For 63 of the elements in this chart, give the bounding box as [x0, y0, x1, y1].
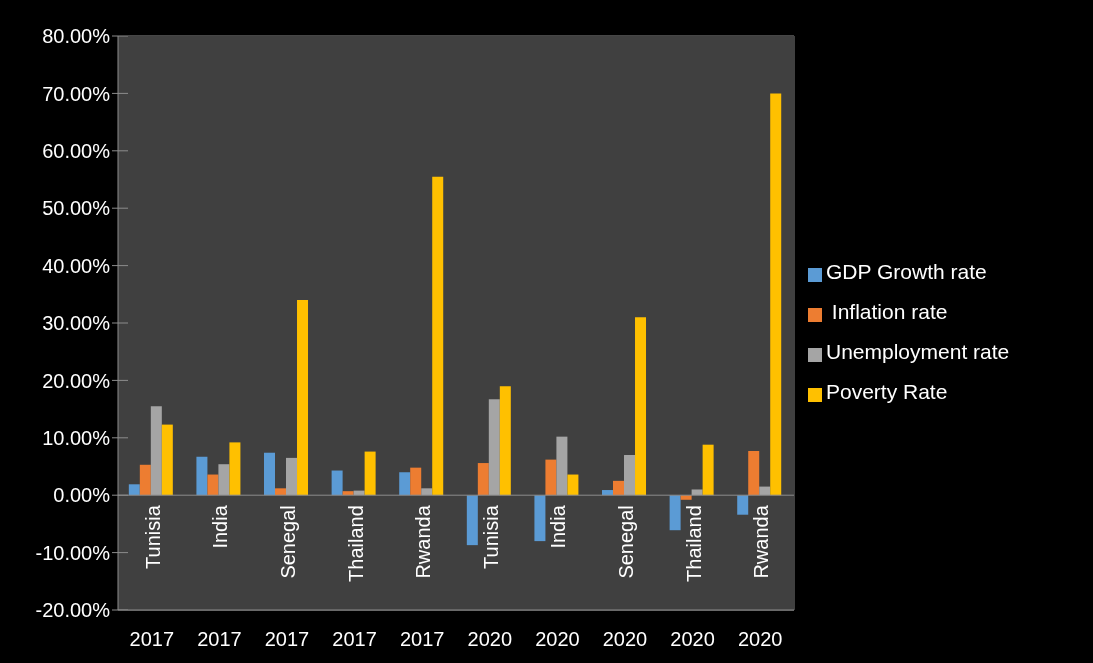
y-tick-label: -20.00%: [35, 599, 111, 622]
bar: [499, 386, 511, 496]
bar: [534, 495, 546, 542]
bar: [432, 176, 444, 496]
y-tick-label: 80.00%: [42, 25, 111, 48]
bar: [364, 451, 376, 496]
category-label: India 2017: [197, 505, 242, 650]
y-tick-label: 50.00%: [42, 197, 111, 220]
bar: [264, 452, 276, 496]
category-label: Senegal 2017: [264, 505, 310, 650]
bar: [286, 457, 298, 496]
bar: [139, 464, 151, 496]
bar: [488, 399, 500, 496]
bar: [602, 490, 614, 496]
y-tick-label: 60.00%: [42, 139, 111, 162]
bar: [218, 464, 230, 496]
legend-label: Poverty Rate: [826, 379, 948, 403]
y-tick-label: 20.00%: [42, 369, 111, 392]
y-tick-label: 70.00%: [42, 82, 111, 105]
category-label: Rwanda 2017: [399, 505, 445, 650]
bar: [556, 436, 568, 496]
category-label: Thailand 2017: [332, 505, 377, 650]
category-label: Tunisia 2017: [129, 505, 175, 650]
bar: [669, 495, 681, 531]
bar: [297, 300, 309, 496]
bar: [275, 488, 287, 496]
category-label: India 2020: [535, 505, 580, 650]
bar: [748, 451, 760, 496]
bar: [128, 484, 140, 496]
category-label: Rwanda 2020: [737, 505, 783, 650]
bar: [567, 474, 579, 496]
category-label: Thailand 2020: [670, 505, 715, 650]
bar: [229, 442, 241, 496]
bar: [737, 495, 749, 515]
bar: [207, 474, 219, 496]
bar: [410, 467, 422, 496]
bar: [150, 406, 162, 496]
y-tick-label: -10.00%: [35, 541, 111, 564]
bar: [759, 486, 771, 496]
y-tick-label: 40.00%: [42, 254, 111, 277]
bar: [770, 93, 782, 496]
legend-label: GDP Growth rate: [826, 259, 987, 283]
bar: [421, 488, 433, 496]
category-label: Tunisia 2020: [467, 505, 513, 650]
bar: [331, 470, 343, 496]
bar: [466, 495, 478, 546]
bar: [399, 472, 411, 496]
bar: [635, 317, 647, 496]
bar: [161, 424, 173, 496]
legend-label: Inflation rate: [830, 299, 948, 323]
y-tick-label: 0.00%: [53, 484, 111, 507]
bar: [613, 480, 625, 496]
bar: [624, 455, 636, 496]
bar: [196, 456, 208, 496]
category-label: Senegal 2020: [602, 505, 648, 650]
bar: [691, 489, 703, 496]
bar: [342, 491, 354, 496]
y-tick-label: 10.00%: [42, 426, 111, 449]
bar: [545, 459, 557, 496]
bar: [477, 463, 489, 496]
legend-label: Unemployment rate: [826, 339, 1010, 363]
bar: [702, 444, 714, 496]
y-tick-label: 30.00%: [42, 312, 111, 335]
